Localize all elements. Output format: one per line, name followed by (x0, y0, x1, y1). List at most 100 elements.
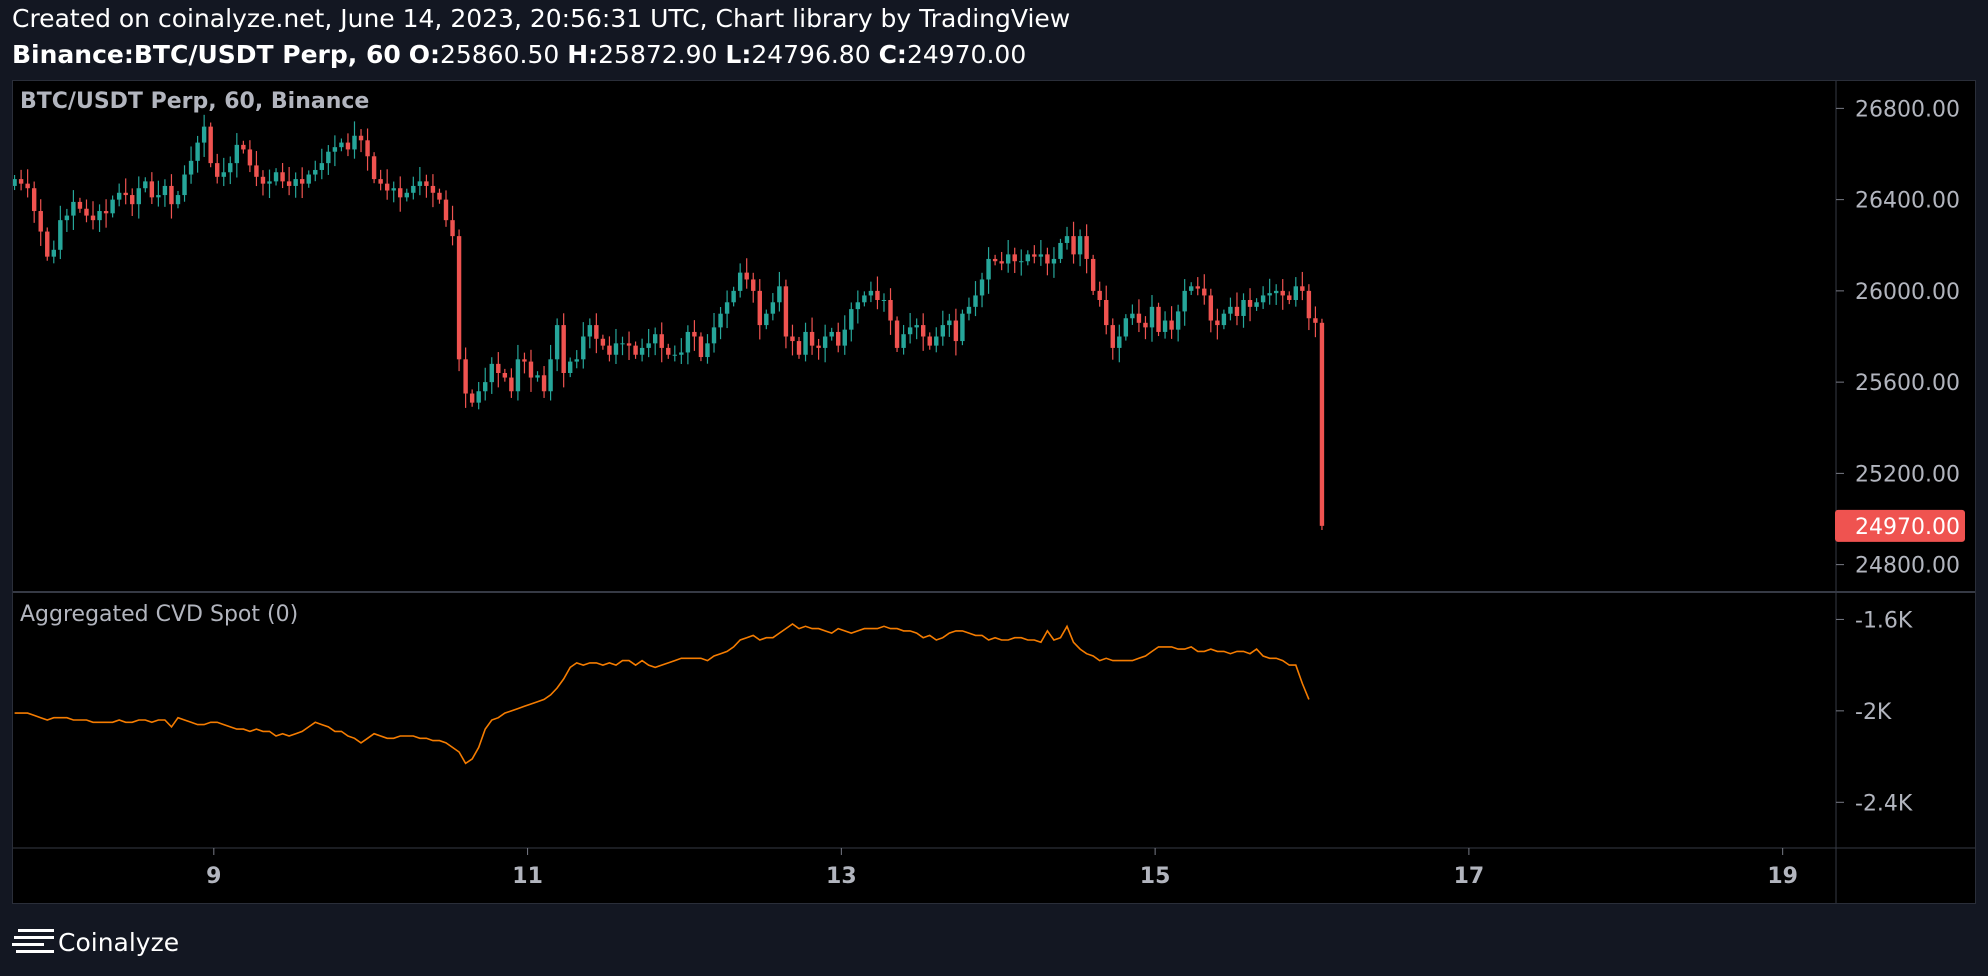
candle-body (1012, 254, 1017, 262)
high-label: H: (567, 40, 599, 69)
candle-body (1228, 306, 1233, 314)
candle-body (326, 151, 331, 164)
candle-body (64, 215, 70, 221)
candle-body (273, 172, 279, 182)
candle-body (973, 295, 978, 307)
candle-body (1110, 325, 1115, 348)
candle-body (1306, 290, 1312, 319)
candle-body (587, 325, 593, 337)
candle-body (574, 359, 579, 362)
candle-body (907, 327, 913, 335)
candle-body (110, 199, 115, 214)
candle-body (522, 359, 527, 362)
cvd-group (14, 623, 1310, 765)
candle-body (568, 361, 573, 373)
candle-body (1005, 254, 1011, 264)
candle-body (130, 195, 135, 205)
candle-body (1084, 236, 1089, 259)
candle-body (51, 249, 56, 257)
candle-body (881, 300, 887, 301)
candle-body (417, 181, 423, 186)
candle-body (705, 343, 710, 358)
candle-body (1234, 306, 1240, 316)
candle-body (836, 331, 841, 346)
candle-body (25, 183, 30, 189)
price-axis[interactable]: 26800.00 26400.00 26000.00 25600.00 25200.00… (1836, 97, 1960, 579)
time-tick-label: 15 (1140, 864, 1171, 889)
ohlc-legend: Binance:BTC/USDT Perp, 60 O:25860.50 H:2… (12, 40, 1026, 69)
candle-body (822, 336, 828, 348)
candle-body (469, 393, 475, 403)
candle-body (535, 375, 540, 378)
high-value: 25872.90 (598, 40, 718, 69)
candle-body (888, 300, 893, 321)
candle-body (1319, 322, 1325, 526)
candle-body (437, 192, 442, 200)
time-axis[interactable]: 9 11 13 15 17 19 (206, 848, 1798, 889)
cvd-tick-label: -2K (1855, 700, 1892, 725)
candle-body (450, 220, 455, 237)
candle-body (1156, 306, 1161, 332)
candle-body (783, 286, 789, 337)
time-tick-label: 13 (826, 864, 857, 889)
candle-body (1254, 302, 1259, 307)
price-tick-label: 25200.00 (1855, 462, 1960, 487)
close-value: 24970.00 (906, 40, 1027, 69)
candle-body (692, 331, 697, 337)
candle-body (1064, 236, 1070, 243)
candle-body (299, 179, 305, 184)
candle-body (1019, 261, 1024, 263)
price-tick-label: 26400.00 (1855, 189, 1960, 214)
candle-body (306, 174, 311, 184)
last-price-badge-label: 24970.00 (1855, 515, 1960, 540)
candle-body (1189, 286, 1194, 291)
time-tick-label: 19 (1767, 864, 1798, 889)
candle-body (698, 336, 704, 358)
candle-body (1221, 313, 1227, 326)
low-value: 24796.80 (751, 40, 871, 69)
candle-body (149, 181, 155, 198)
candle-body (718, 313, 723, 328)
candle-body (404, 192, 409, 198)
candle-body (999, 261, 1004, 264)
candle-body (1077, 236, 1083, 255)
candle-body (1208, 295, 1214, 321)
chart-frame[interactable]: BTC/USDT Perp, 60, Binance Aggregated CV… (12, 80, 1976, 904)
candle-body (384, 183, 390, 191)
price-pane-title: BTC/USDT Perp, 60, Binance (20, 89, 369, 114)
candle-body (731, 290, 736, 303)
candle-body (672, 354, 677, 356)
candle-body (764, 313, 769, 326)
candle-body (260, 176, 266, 184)
candle-body (1136, 313, 1142, 323)
last-price-badge: 24970.00 (1835, 509, 1965, 542)
price-tick-label: 26000.00 (1855, 280, 1960, 305)
candle-body (280, 172, 285, 182)
candle-body (986, 258, 991, 280)
candle-body (430, 185, 436, 193)
candle-body (901, 334, 906, 348)
cvd-tick-label: -2.4K (1855, 791, 1913, 816)
candle-body (156, 195, 161, 198)
candle-body (809, 331, 815, 346)
candle-body (751, 279, 756, 291)
candle-body (358, 135, 364, 141)
candle-body (45, 231, 50, 257)
candle-body (528, 361, 534, 378)
chart-canvas[interactable]: BTC/USDT Perp, 60, Binance Aggregated CV… (13, 81, 1975, 903)
candle-body (594, 325, 599, 339)
candle-body (554, 325, 560, 360)
candle-body (1175, 311, 1181, 330)
candle-body (842, 329, 847, 346)
candle-body (502, 373, 508, 378)
candle-body (849, 309, 854, 330)
candle-body (581, 336, 586, 360)
candle-body (215, 163, 220, 177)
time-tick-label: 11 (512, 864, 543, 889)
candle-body (228, 163, 233, 173)
candle-body (1202, 288, 1207, 296)
cvd-axis[interactable]: -1.6K -2K -2.4K (1836, 608, 1913, 816)
candle-body (868, 290, 874, 296)
candle-body (391, 188, 396, 191)
time-tick-label: 17 (1454, 864, 1485, 889)
